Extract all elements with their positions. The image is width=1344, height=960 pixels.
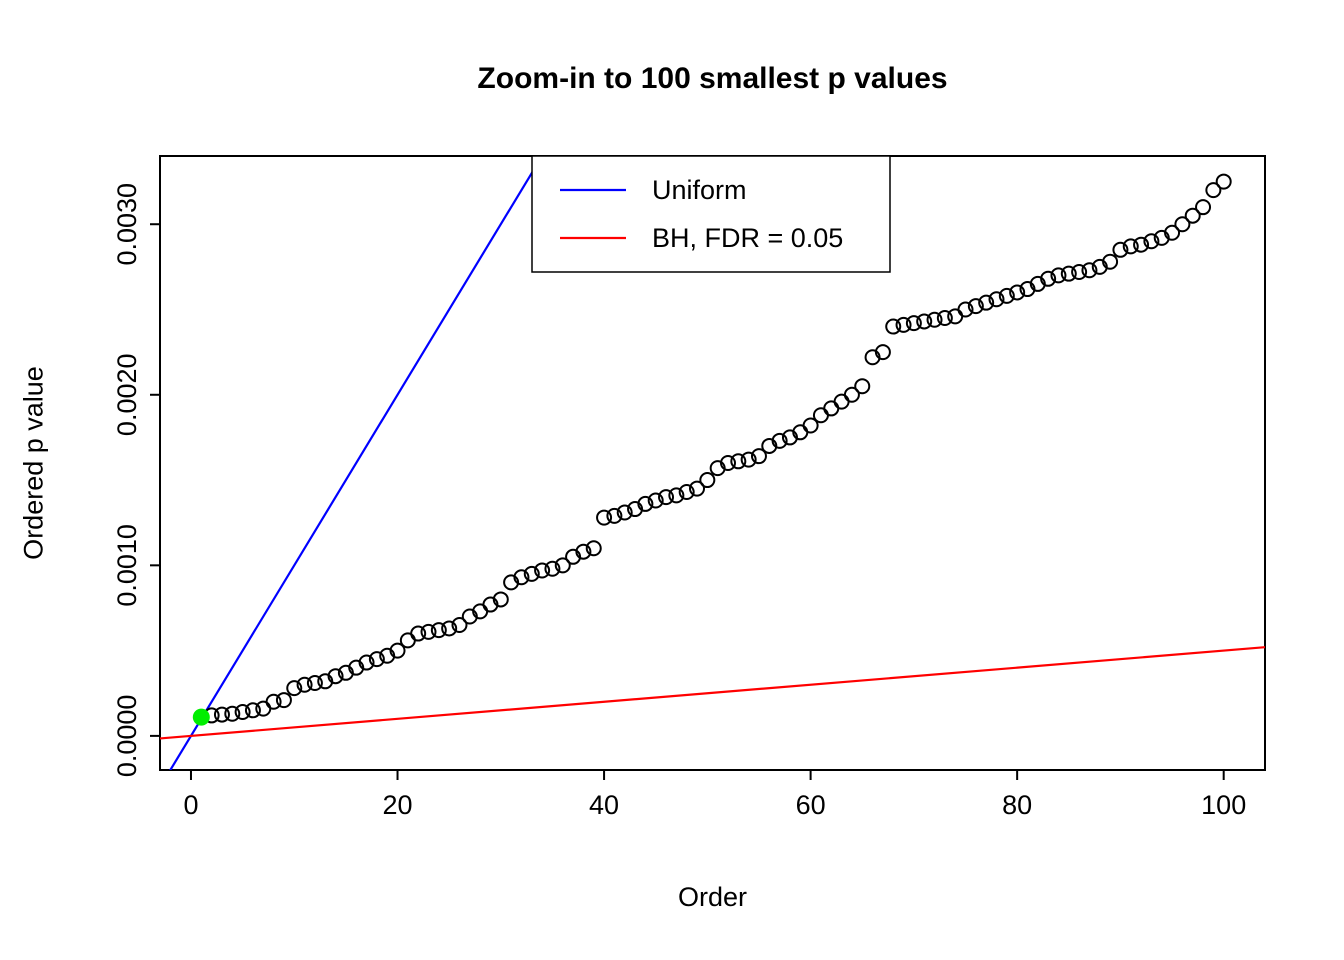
data-point xyxy=(843,386,860,403)
data-point xyxy=(895,316,912,333)
x-tick-label: 0 xyxy=(183,790,198,820)
data-point xyxy=(1184,207,1201,224)
data-point xyxy=(1009,284,1026,301)
y-tick-label: 0.0020 xyxy=(112,353,142,436)
data-point xyxy=(1195,199,1212,216)
data-point xyxy=(957,301,974,318)
data-point xyxy=(1164,224,1181,241)
data-point xyxy=(616,504,633,521)
chart-title: Zoom-in to 100 smallest p values xyxy=(477,62,948,95)
data-point xyxy=(967,298,984,315)
data-point xyxy=(647,492,664,509)
data-point xyxy=(523,565,540,582)
data-point xyxy=(1205,182,1222,199)
data-point xyxy=(306,675,323,692)
data-point xyxy=(296,676,313,693)
legend-label: Uniform xyxy=(652,175,747,205)
data-point xyxy=(947,308,964,325)
data-point xyxy=(585,540,602,557)
data-point xyxy=(854,378,871,395)
data-point xyxy=(368,651,385,668)
data-point xyxy=(802,417,819,434)
data-point xyxy=(1215,173,1232,190)
y-tick-label: 0.0010 xyxy=(112,524,142,607)
data-point xyxy=(1050,267,1067,284)
data-point xyxy=(926,311,943,328)
data-point xyxy=(399,632,416,649)
data-point xyxy=(451,617,468,634)
data-point xyxy=(275,692,292,709)
data-point xyxy=(719,455,736,471)
data-point xyxy=(1122,238,1139,255)
data-point xyxy=(730,453,747,470)
data-point xyxy=(1071,263,1088,280)
data-point xyxy=(358,654,375,671)
uniform-line xyxy=(169,156,544,770)
data-point xyxy=(534,562,551,579)
data-point xyxy=(874,344,891,361)
data-point xyxy=(637,495,654,512)
data-point xyxy=(441,620,458,637)
x-tick-label: 20 xyxy=(382,790,412,820)
data-point xyxy=(554,557,571,574)
data-point xyxy=(255,700,272,717)
bh-fdr-line xyxy=(160,646,1265,740)
x-tick-label: 100 xyxy=(1201,790,1246,820)
x-tick-label: 60 xyxy=(796,790,826,820)
data-point xyxy=(492,591,509,608)
data-point xyxy=(213,706,230,723)
data-point xyxy=(812,407,829,424)
data-point xyxy=(668,487,685,504)
x-tick-label: 40 xyxy=(589,790,619,820)
data-point xyxy=(1143,233,1160,250)
data-point xyxy=(740,451,757,468)
data-point xyxy=(998,287,1015,304)
data-point xyxy=(544,560,561,577)
data-point xyxy=(327,668,344,685)
data-point xyxy=(224,705,241,722)
data-point xyxy=(1102,253,1119,270)
data-point xyxy=(286,680,303,697)
legend-box xyxy=(531,155,891,273)
data-point xyxy=(1133,236,1150,253)
legend-label: BH, FDR = 0.05 xyxy=(652,223,843,253)
data-point xyxy=(430,622,447,639)
data-point xyxy=(1060,265,1077,282)
y-tick-label: 0.0000 xyxy=(112,695,142,778)
data-point xyxy=(244,702,261,719)
data-point xyxy=(678,483,695,500)
data-point xyxy=(658,489,675,506)
data-point xyxy=(1112,241,1129,258)
data-point xyxy=(389,642,406,659)
data-point xyxy=(420,623,437,640)
data-point xyxy=(234,704,251,721)
data-point xyxy=(606,507,623,524)
data-point xyxy=(410,625,427,642)
data-point xyxy=(750,448,767,465)
data-point xyxy=(1174,216,1191,233)
data-point xyxy=(596,509,613,526)
data-point xyxy=(905,315,922,332)
data-point xyxy=(833,393,850,410)
x-axis-label: Order xyxy=(677,882,748,912)
data-point xyxy=(265,693,282,710)
data-point xyxy=(885,318,902,335)
data-point xyxy=(823,400,840,417)
data-point xyxy=(689,480,706,497)
highlight-point xyxy=(192,708,210,726)
y-tick-label: 0.0030 xyxy=(112,183,142,266)
data-point xyxy=(575,543,592,560)
data-point xyxy=(1081,262,1098,279)
data-point xyxy=(699,472,716,489)
data-point xyxy=(988,291,1005,308)
data-point xyxy=(916,313,933,330)
data-point xyxy=(513,569,530,586)
data-point xyxy=(771,432,788,449)
data-point xyxy=(936,310,953,327)
data-point xyxy=(1040,270,1057,287)
x-tick-label: 80 xyxy=(1002,790,1032,820)
data-point xyxy=(978,294,995,311)
